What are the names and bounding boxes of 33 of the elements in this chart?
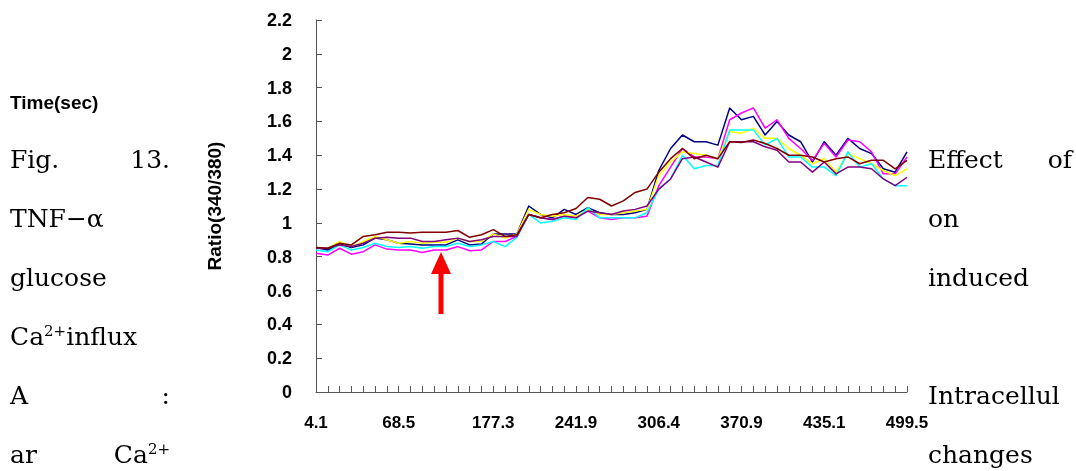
- caption: Fig. 13.: [10, 144, 170, 176]
- y-tick-label: 1.6: [266, 111, 292, 132]
- text: Intracellul: [928, 380, 1061, 412]
- y-tick-label: 1: [281, 212, 292, 233]
- x-tick-label: 306.4: [637, 413, 681, 432]
- x-tick-label: 241.9: [554, 413, 598, 432]
- y-tick-label: 1.2: [266, 179, 292, 200]
- y-tick-label: 2: [281, 43, 292, 64]
- text: on: [928, 203, 961, 235]
- text: glucose: [10, 262, 108, 294]
- text: A :: [10, 380, 170, 412]
- text: changes: [928, 439, 1034, 471]
- y-tick-label: 0.2: [266, 348, 292, 369]
- y-tick-label: 1.8: [266, 77, 292, 98]
- y-tick-label: 0: [281, 382, 292, 402]
- x-tick-label: 435.1: [802, 413, 846, 432]
- text: ar Ca$^{2+}$: [10, 438, 170, 471]
- text: Time(sec): [10, 92, 99, 114]
- y-tick-label: 0.8: [266, 246, 292, 267]
- y-tick-label: 0.6: [266, 280, 292, 301]
- text: Effect of: [928, 144, 1072, 176]
- y-tick-label: 2.2: [266, 10, 292, 30]
- text: induced: [928, 262, 1030, 294]
- text: TNF−α: [10, 203, 105, 235]
- y-tick-label: 1.4: [266, 145, 292, 166]
- x-tick-label: 4.1: [304, 413, 328, 432]
- y-axis-title: Ratio(340/380): [204, 141, 225, 271]
- x-tick-label: 499.5: [885, 413, 929, 432]
- x-tick-label: 177.3: [472, 413, 515, 432]
- text: Ca$^{2+}$influx: [10, 320, 139, 353]
- y-tick-label: 0.4: [266, 314, 292, 335]
- x-tick-label: 68.5: [382, 413, 416, 432]
- x-tick-label: 370.9: [720, 413, 763, 432]
